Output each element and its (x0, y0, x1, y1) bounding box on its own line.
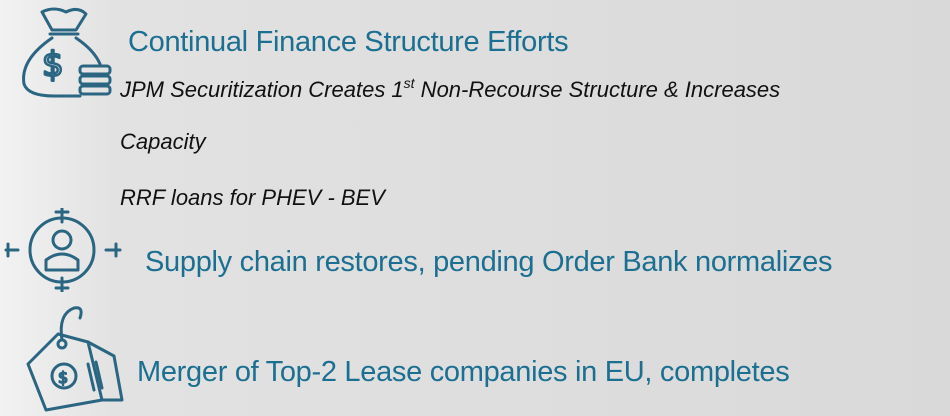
item-heading: Continual Finance Structure Efforts (128, 26, 569, 58)
svg-text:$: $ (42, 45, 64, 85)
item-detail: RRF loans for PHEV - BEV (120, 185, 385, 210)
svg-text:$: $ (58, 368, 68, 387)
money-bag-icon: $ (22, 7, 112, 98)
item-heading: Merger of Top-2 Lease companies in EU, c… (137, 356, 790, 388)
detail-superscript: st (403, 75, 415, 91)
target-person-icon (4, 208, 122, 292)
detail-text: JPM Securitization Creates 1 (120, 77, 404, 102)
item-heading: Supply chain restores, pending Order Ban… (145, 246, 833, 278)
detail-text: Non-Recourse Structure & Increases Capac… (120, 77, 781, 154)
item-detail: JPM Securitization Creates 1st Non-Recou… (120, 64, 840, 168)
price-tag-icon: $ (26, 306, 124, 412)
